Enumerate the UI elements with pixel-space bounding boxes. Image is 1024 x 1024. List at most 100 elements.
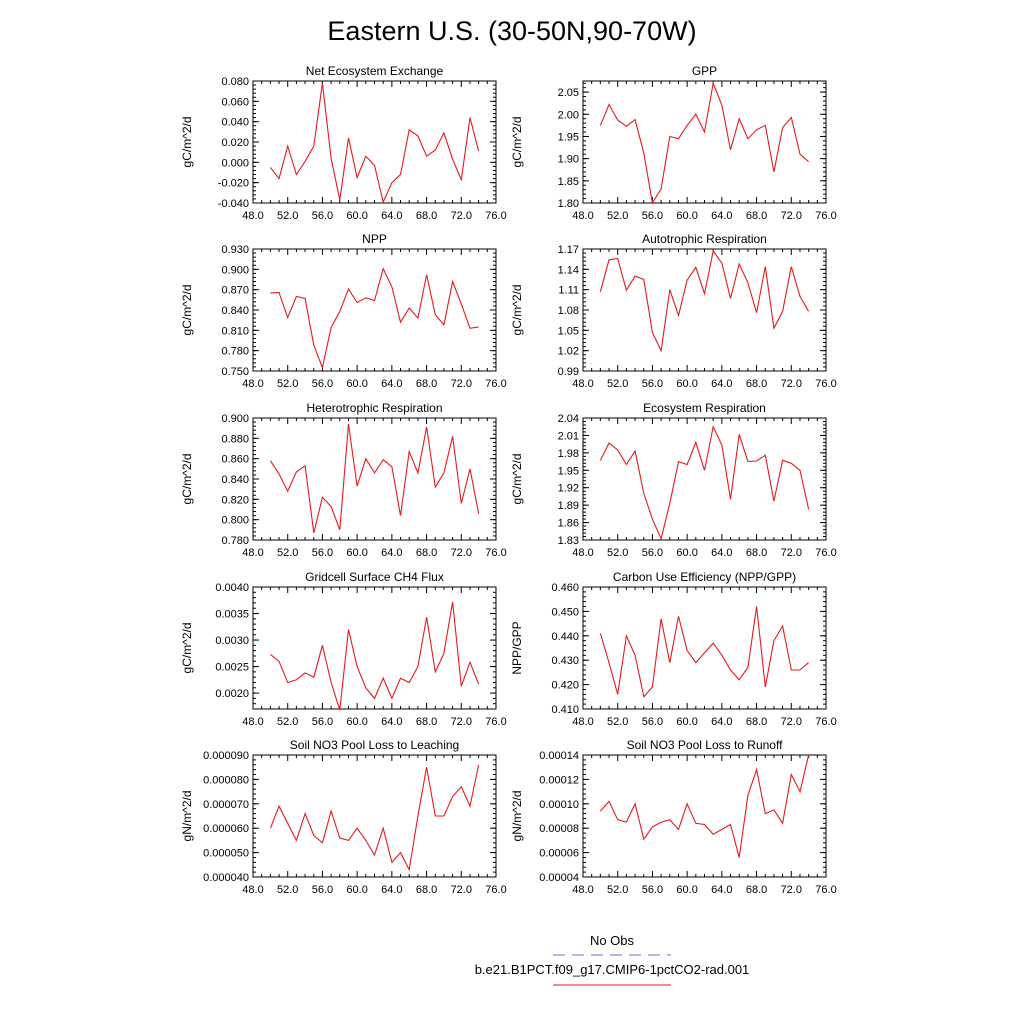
x-tick-label: 64.0 [711,884,732,896]
series-line [599,606,809,698]
x-tick-label: 76.0 [815,884,836,896]
y-tick-label: 0.800 [221,515,249,527]
chart-panels: Net Ecosystem Exchange 48.0 52.0 56.0 60.0 64… [180,64,837,896]
y-tick-label: 0.860 [221,454,249,466]
x-tick-label: 60.0 [676,547,697,559]
panel-title: Net Ecosystem Exchange [306,64,444,78]
y-tick-label: 0.000090 [203,750,249,762]
y-axis-label: gC/m^2/d [510,285,524,336]
panel-title: GPP [692,64,717,78]
x-tick-label: 76.0 [815,210,836,222]
x-tick-label: 52.0 [277,716,298,728]
x-tick-label: 72.0 [451,210,472,222]
y-tick-label: 0.040 [221,117,249,129]
x-tick-label: 68.0 [746,547,767,559]
y-tick-label: 0.750 [221,366,249,378]
x-tick-label: 56.0 [642,547,663,559]
y-tick-label: 0.000040 [203,872,249,884]
x-tick-label: 52.0 [607,716,628,728]
x-tick-label: 48.0 [572,547,593,559]
legend: No Obs b.e21.B1PCT.f09_g17.CMIP6-1pctCO2… [475,933,750,986]
x-tick-label: 72.0 [451,547,472,559]
y-tick-label: 1.08 [558,305,579,317]
y-tick-label: 0.080 [221,76,249,88]
x-tick-label: 64.0 [711,547,732,559]
y-tick-label: 0.780 [221,535,249,547]
x-tick-label: 56.0 [312,547,333,559]
chart-panel-gpp: GPP 48.0 52.0 56.0 60.0 64.0 68.0 72.0 76.0 1.80 1… [510,64,837,222]
x-tick-label: 64.0 [381,716,402,728]
y-tick-label: 0.410 [551,704,579,716]
x-tick-label: 48.0 [242,716,263,728]
chart-panel-soil-no3-pool-loss-to-runoff: Soil NO3 Pool Loss to Runoff 48.0 52.0 56.0… [510,738,837,896]
x-tick-label: 76.0 [815,547,836,559]
chart-panel-soil-no3-pool-loss-to-leaching: Soil NO3 Pool Loss to Leaching 48.0 52.0 56… [180,738,507,896]
y-tick-label: 1.17 [558,244,579,256]
x-tick-label: 56.0 [312,378,333,390]
series-line [270,267,479,370]
panel-title: Carbon Use Efficiency (NPP/GPP) [613,570,796,584]
y-tick-label: 0.880 [221,433,249,445]
y-tick-label: 0.00008 [539,823,579,835]
y-tick-label: 1.95 [558,131,579,143]
x-tick-label: 64.0 [711,378,732,390]
y-tick-label: 1.86 [558,518,579,530]
x-tick-label: 60.0 [346,210,367,222]
y-tick-label: 0.900 [221,264,249,276]
x-tick-label: 60.0 [346,884,367,896]
x-tick-label: 72.0 [451,884,472,896]
x-tick-label: 60.0 [346,547,367,559]
panel-title: Autotrophic Respiration [642,232,767,246]
y-tick-label: 0.0025 [215,662,249,674]
plot-frame [582,417,827,541]
plot-frame [252,248,497,372]
x-tick-label: 52.0 [607,884,628,896]
x-tick-label: 56.0 [312,884,333,896]
y-tick-label: 0.0020 [215,688,249,700]
legend-model-label: b.e21.B1PCT.f09_g17.CMIP6-1pctCO2-rad.00… [475,962,750,977]
plot-frame [252,754,497,878]
panel-title: Heterotrophic Respiration [306,401,442,415]
x-tick-label: 68.0 [416,378,437,390]
x-tick-label: 64.0 [381,378,402,390]
x-tick-label: 72.0 [781,210,802,222]
y-tick-label: 2.00 [558,109,579,121]
y-tick-label: 0.930 [221,244,249,256]
panel-title: NPP [362,232,387,246]
x-tick-label: 64.0 [381,547,402,559]
page-title: Eastern U.S. (30-50N,90-70W) [327,16,696,46]
x-tick-label: 56.0 [642,716,663,728]
y-tick-label: 0.060 [221,96,249,108]
x-tick-label: 48.0 [572,884,593,896]
y-tick-label: -0.020 [218,178,249,190]
x-tick-label: 68.0 [416,884,437,896]
x-tick-label: 76.0 [815,378,836,390]
x-tick-label: 56.0 [642,210,663,222]
y-tick-label: 2.04 [558,413,579,425]
y-axis-label: gC/m^2/d [510,117,524,168]
x-tick-label: 56.0 [642,884,663,896]
x-tick-label: 76.0 [815,716,836,728]
y-tick-label: 0.000 [221,157,249,169]
x-tick-label: 60.0 [676,716,697,728]
y-tick-label: 0.0030 [215,635,249,647]
y-tick-label: 0.420 [551,680,579,692]
y-tick-label: 1.92 [558,483,579,495]
x-tick-label: 48.0 [572,378,593,390]
x-tick-label: 60.0 [346,378,367,390]
x-tick-label: 76.0 [485,716,506,728]
y-tick-label: 0.900 [221,413,249,425]
x-tick-label: 64.0 [381,210,402,222]
x-tick-label: 52.0 [277,547,298,559]
y-axis-label: gC/m^2/d [510,454,524,505]
x-tick-label: 76.0 [485,884,506,896]
x-tick-label: 48.0 [572,716,593,728]
panel-title: Gridcell Surface CH4 Flux [305,570,444,584]
y-tick-label: 0.870 [221,285,249,297]
x-tick-label: 52.0 [607,378,628,390]
series-line [599,754,810,858]
y-tick-label: 0.00006 [539,848,579,860]
x-tick-label: 72.0 [781,884,802,896]
y-tick-label: 1.85 [558,176,579,188]
